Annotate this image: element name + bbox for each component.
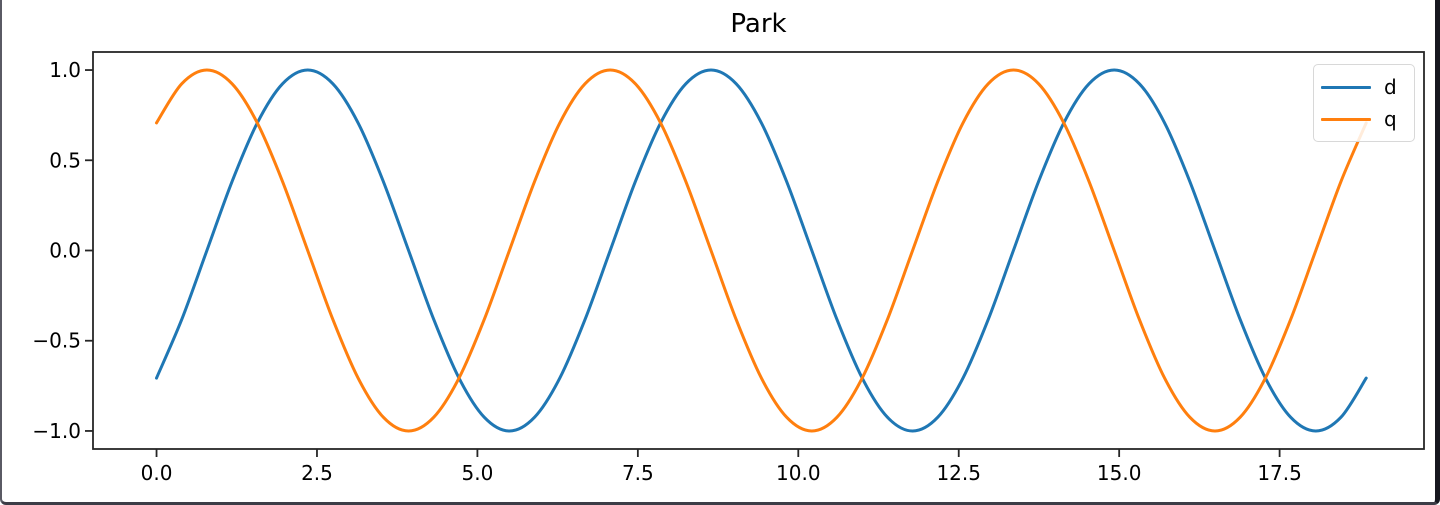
legend: d q (1313, 64, 1415, 142)
y-tick-label: −0.5 (32, 329, 81, 353)
y-tick-label: −1.0 (32, 419, 81, 443)
legend-entry-q: q (1314, 107, 1414, 131)
chart-title: Park (730, 9, 787, 39)
legend-label-d: d (1384, 75, 1397, 99)
x-tick-label: 7.5 (622, 461, 654, 485)
legend-label-q: q (1384, 107, 1397, 131)
axes-spines (92, 51, 1425, 450)
line-series-q (155, 68, 1368, 433)
y-tick-label: 0.5 (49, 148, 81, 172)
legend-entry-d: d (1314, 75, 1414, 99)
legend-line-swatch-q (1321, 117, 1371, 121)
x-tick-label: 2.5 (301, 461, 333, 485)
x-tick-label: 10.0 (776, 461, 821, 485)
x-tick-label: 17.5 (1257, 461, 1302, 485)
y-tick-label: 1.0 (49, 58, 81, 82)
line-series-d (155, 68, 1368, 433)
x-tick-label: 5.0 (462, 461, 494, 485)
x-tick-label: 0.0 (141, 461, 173, 485)
y-tick-label: 0.0 (49, 239, 81, 263)
x-tick-label: 12.5 (936, 461, 981, 485)
x-tick-label: 15.0 (1097, 461, 1142, 485)
legend-line-swatch-d (1321, 85, 1371, 89)
